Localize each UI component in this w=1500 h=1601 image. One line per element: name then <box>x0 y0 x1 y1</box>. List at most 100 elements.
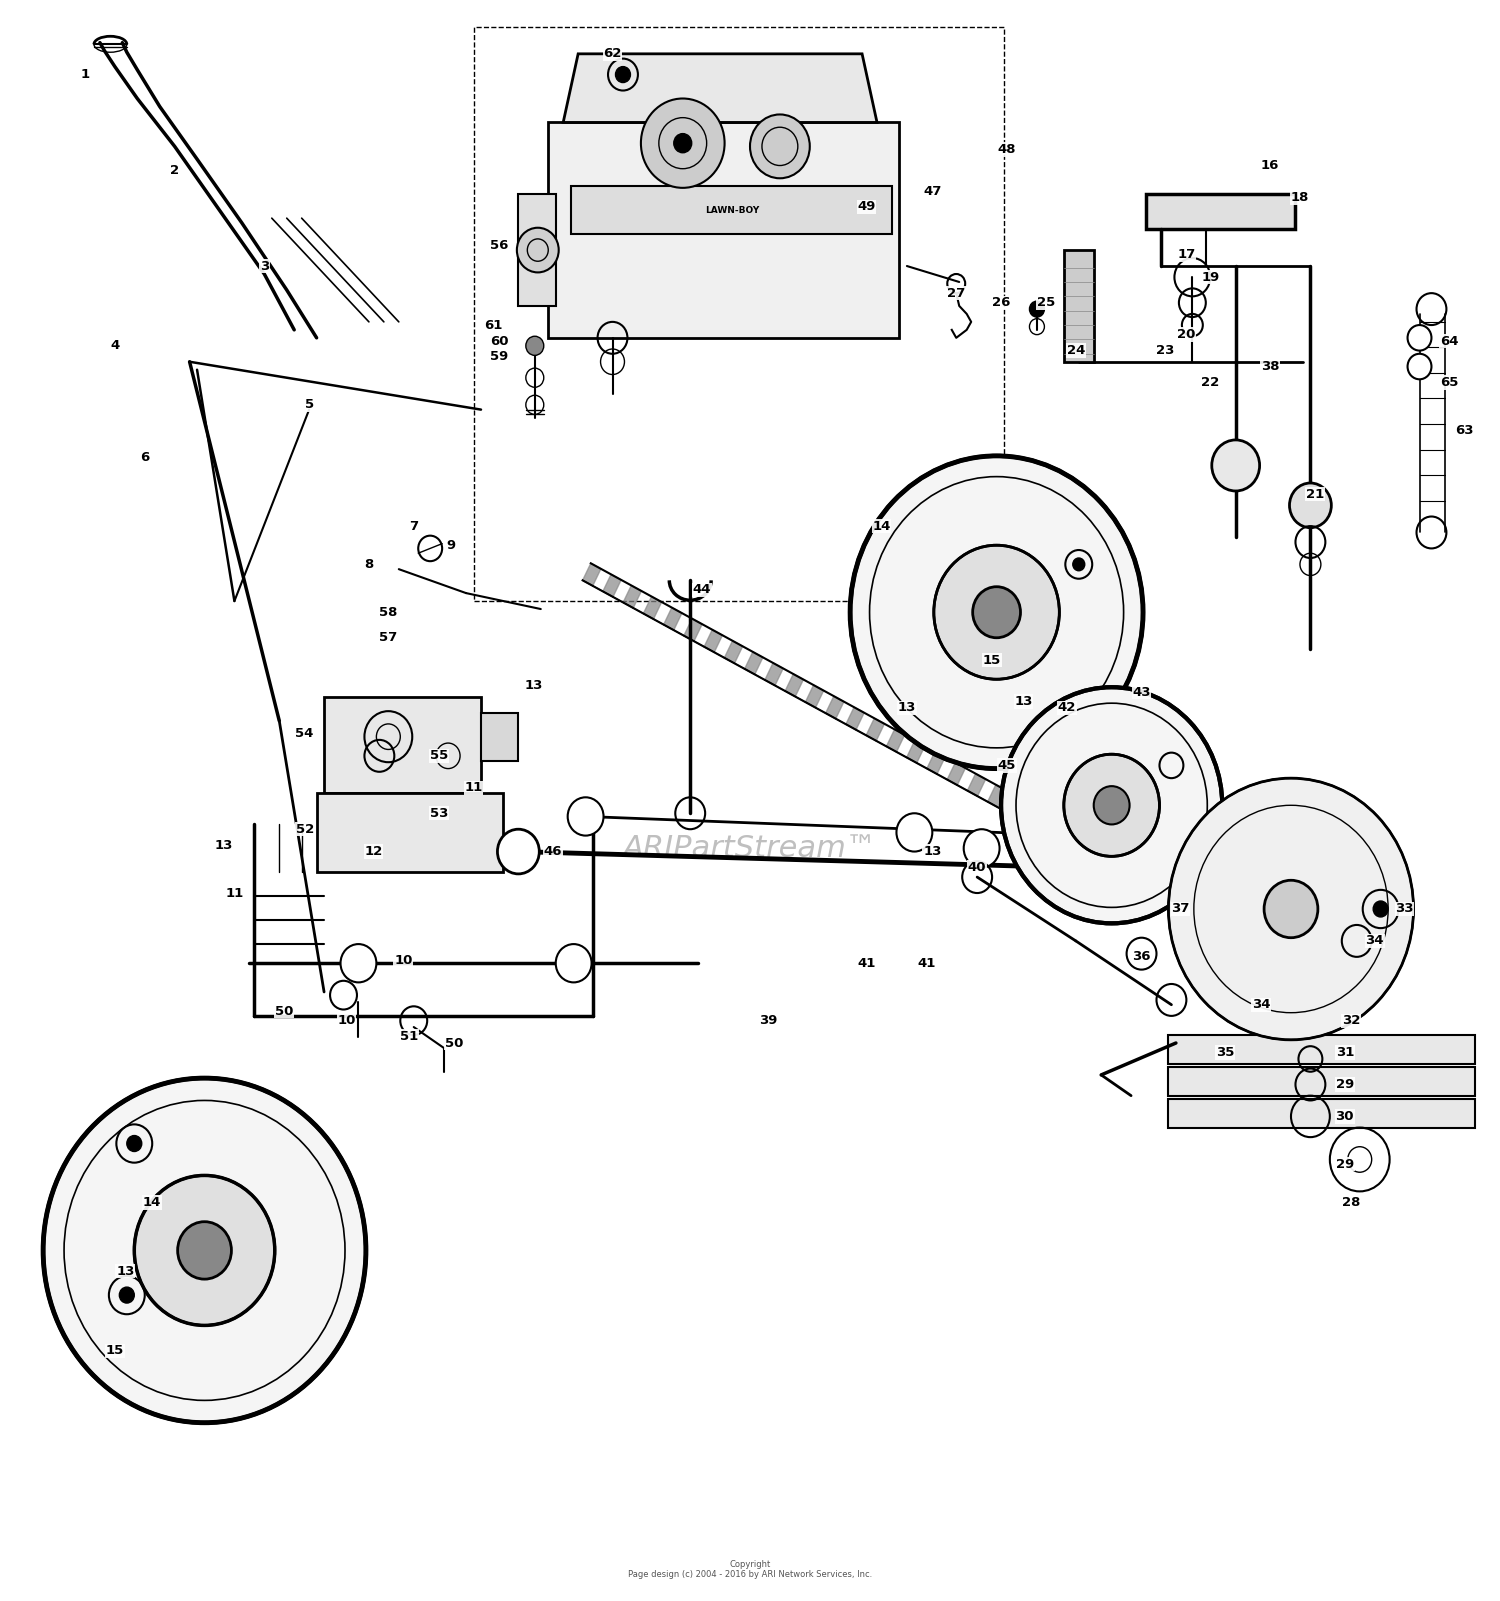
Circle shape <box>1407 325 1431 351</box>
Text: 45: 45 <box>998 759 1016 772</box>
Polygon shape <box>663 607 682 631</box>
Bar <box>1146 194 1296 229</box>
Bar <box>519 194 555 306</box>
Circle shape <box>640 99 724 187</box>
Circle shape <box>897 813 933 852</box>
Text: 53: 53 <box>430 807 448 820</box>
Polygon shape <box>1068 829 1088 852</box>
Polygon shape <box>684 618 702 642</box>
Circle shape <box>498 829 540 874</box>
Polygon shape <box>1064 250 1094 362</box>
Text: 14: 14 <box>873 520 891 533</box>
Circle shape <box>518 227 558 272</box>
Circle shape <box>750 114 810 178</box>
Polygon shape <box>946 762 966 784</box>
Text: 37: 37 <box>1172 903 1190 916</box>
Text: 10: 10 <box>394 954 412 967</box>
Polygon shape <box>622 586 642 608</box>
Polygon shape <box>644 597 662 620</box>
Text: 59: 59 <box>490 351 508 363</box>
Text: 36: 36 <box>1132 951 1150 964</box>
Text: 43: 43 <box>1132 685 1150 698</box>
Text: 61: 61 <box>484 319 502 331</box>
Text: 34: 34 <box>1252 997 1270 1012</box>
Circle shape <box>526 336 544 355</box>
Circle shape <box>1212 440 1260 492</box>
Circle shape <box>120 1287 135 1303</box>
Circle shape <box>1372 901 1388 917</box>
Circle shape <box>1407 354 1431 379</box>
Polygon shape <box>1048 818 1066 841</box>
Text: 18: 18 <box>1292 191 1310 203</box>
Circle shape <box>934 546 1059 679</box>
Circle shape <box>567 797 603 836</box>
Text: 19: 19 <box>1202 271 1219 283</box>
Text: LAWN-BOY: LAWN-BOY <box>705 205 759 215</box>
Polygon shape <box>825 696 844 719</box>
Polygon shape <box>603 575 621 597</box>
Polygon shape <box>1028 807 1047 829</box>
Polygon shape <box>846 708 864 730</box>
Text: 48: 48 <box>998 142 1017 155</box>
Polygon shape <box>549 122 900 338</box>
Text: 21: 21 <box>1306 488 1324 501</box>
Text: 33: 33 <box>1395 903 1414 916</box>
Text: 44: 44 <box>693 583 711 597</box>
Polygon shape <box>865 719 885 741</box>
Text: 5: 5 <box>304 399 313 411</box>
Text: 2: 2 <box>170 163 178 176</box>
Polygon shape <box>1008 796 1026 818</box>
Polygon shape <box>906 740 926 764</box>
Polygon shape <box>1168 1034 1474 1063</box>
Circle shape <box>135 1175 274 1326</box>
Polygon shape <box>324 696 482 792</box>
Text: 7: 7 <box>410 520 419 533</box>
Text: 62: 62 <box>603 48 621 61</box>
Text: 13: 13 <box>897 701 916 714</box>
Text: 60: 60 <box>489 335 508 347</box>
Circle shape <box>555 945 591 983</box>
Circle shape <box>1000 687 1222 924</box>
Text: 13: 13 <box>1014 695 1032 708</box>
Circle shape <box>850 456 1143 768</box>
Polygon shape <box>968 773 986 796</box>
Polygon shape <box>570 186 892 234</box>
Text: 25: 25 <box>1036 296 1054 309</box>
Polygon shape <box>806 685 824 708</box>
Text: 27: 27 <box>946 287 966 299</box>
Text: 16: 16 <box>1262 158 1280 171</box>
Circle shape <box>128 1135 142 1151</box>
Circle shape <box>1094 786 1130 825</box>
Polygon shape <box>784 674 804 696</box>
Text: 28: 28 <box>1341 1196 1360 1209</box>
Text: 13: 13 <box>524 679 543 692</box>
Text: 23: 23 <box>1156 344 1174 357</box>
Text: 3: 3 <box>260 259 268 272</box>
Polygon shape <box>582 564 602 586</box>
Text: 65: 65 <box>1440 376 1458 389</box>
Polygon shape <box>562 54 878 122</box>
Bar <box>1146 194 1296 229</box>
Circle shape <box>972 586 1020 637</box>
Polygon shape <box>704 629 723 652</box>
Text: Copyright
Page design (c) 2004 - 2016 by ARI Network Services, Inc.: Copyright Page design (c) 2004 - 2016 by… <box>628 1559 872 1579</box>
Text: 9: 9 <box>447 538 456 552</box>
Text: 13: 13 <box>214 839 232 852</box>
Polygon shape <box>482 712 519 760</box>
Text: 15: 15 <box>105 1345 125 1358</box>
Text: 63: 63 <box>1455 424 1473 437</box>
Text: 49: 49 <box>858 200 876 213</box>
Text: 32: 32 <box>1341 1013 1360 1028</box>
Circle shape <box>1168 778 1413 1039</box>
Text: 22: 22 <box>1202 376 1219 389</box>
Text: 42: 42 <box>1058 701 1076 714</box>
Text: 29: 29 <box>1335 1077 1354 1090</box>
Text: 40: 40 <box>968 861 987 874</box>
Text: 12: 12 <box>364 845 382 858</box>
Circle shape <box>1064 754 1160 857</box>
Circle shape <box>1290 484 1332 528</box>
Text: 50: 50 <box>446 1036 464 1050</box>
Polygon shape <box>744 652 764 674</box>
Text: 6: 6 <box>140 451 150 464</box>
Text: 46: 46 <box>543 845 562 858</box>
